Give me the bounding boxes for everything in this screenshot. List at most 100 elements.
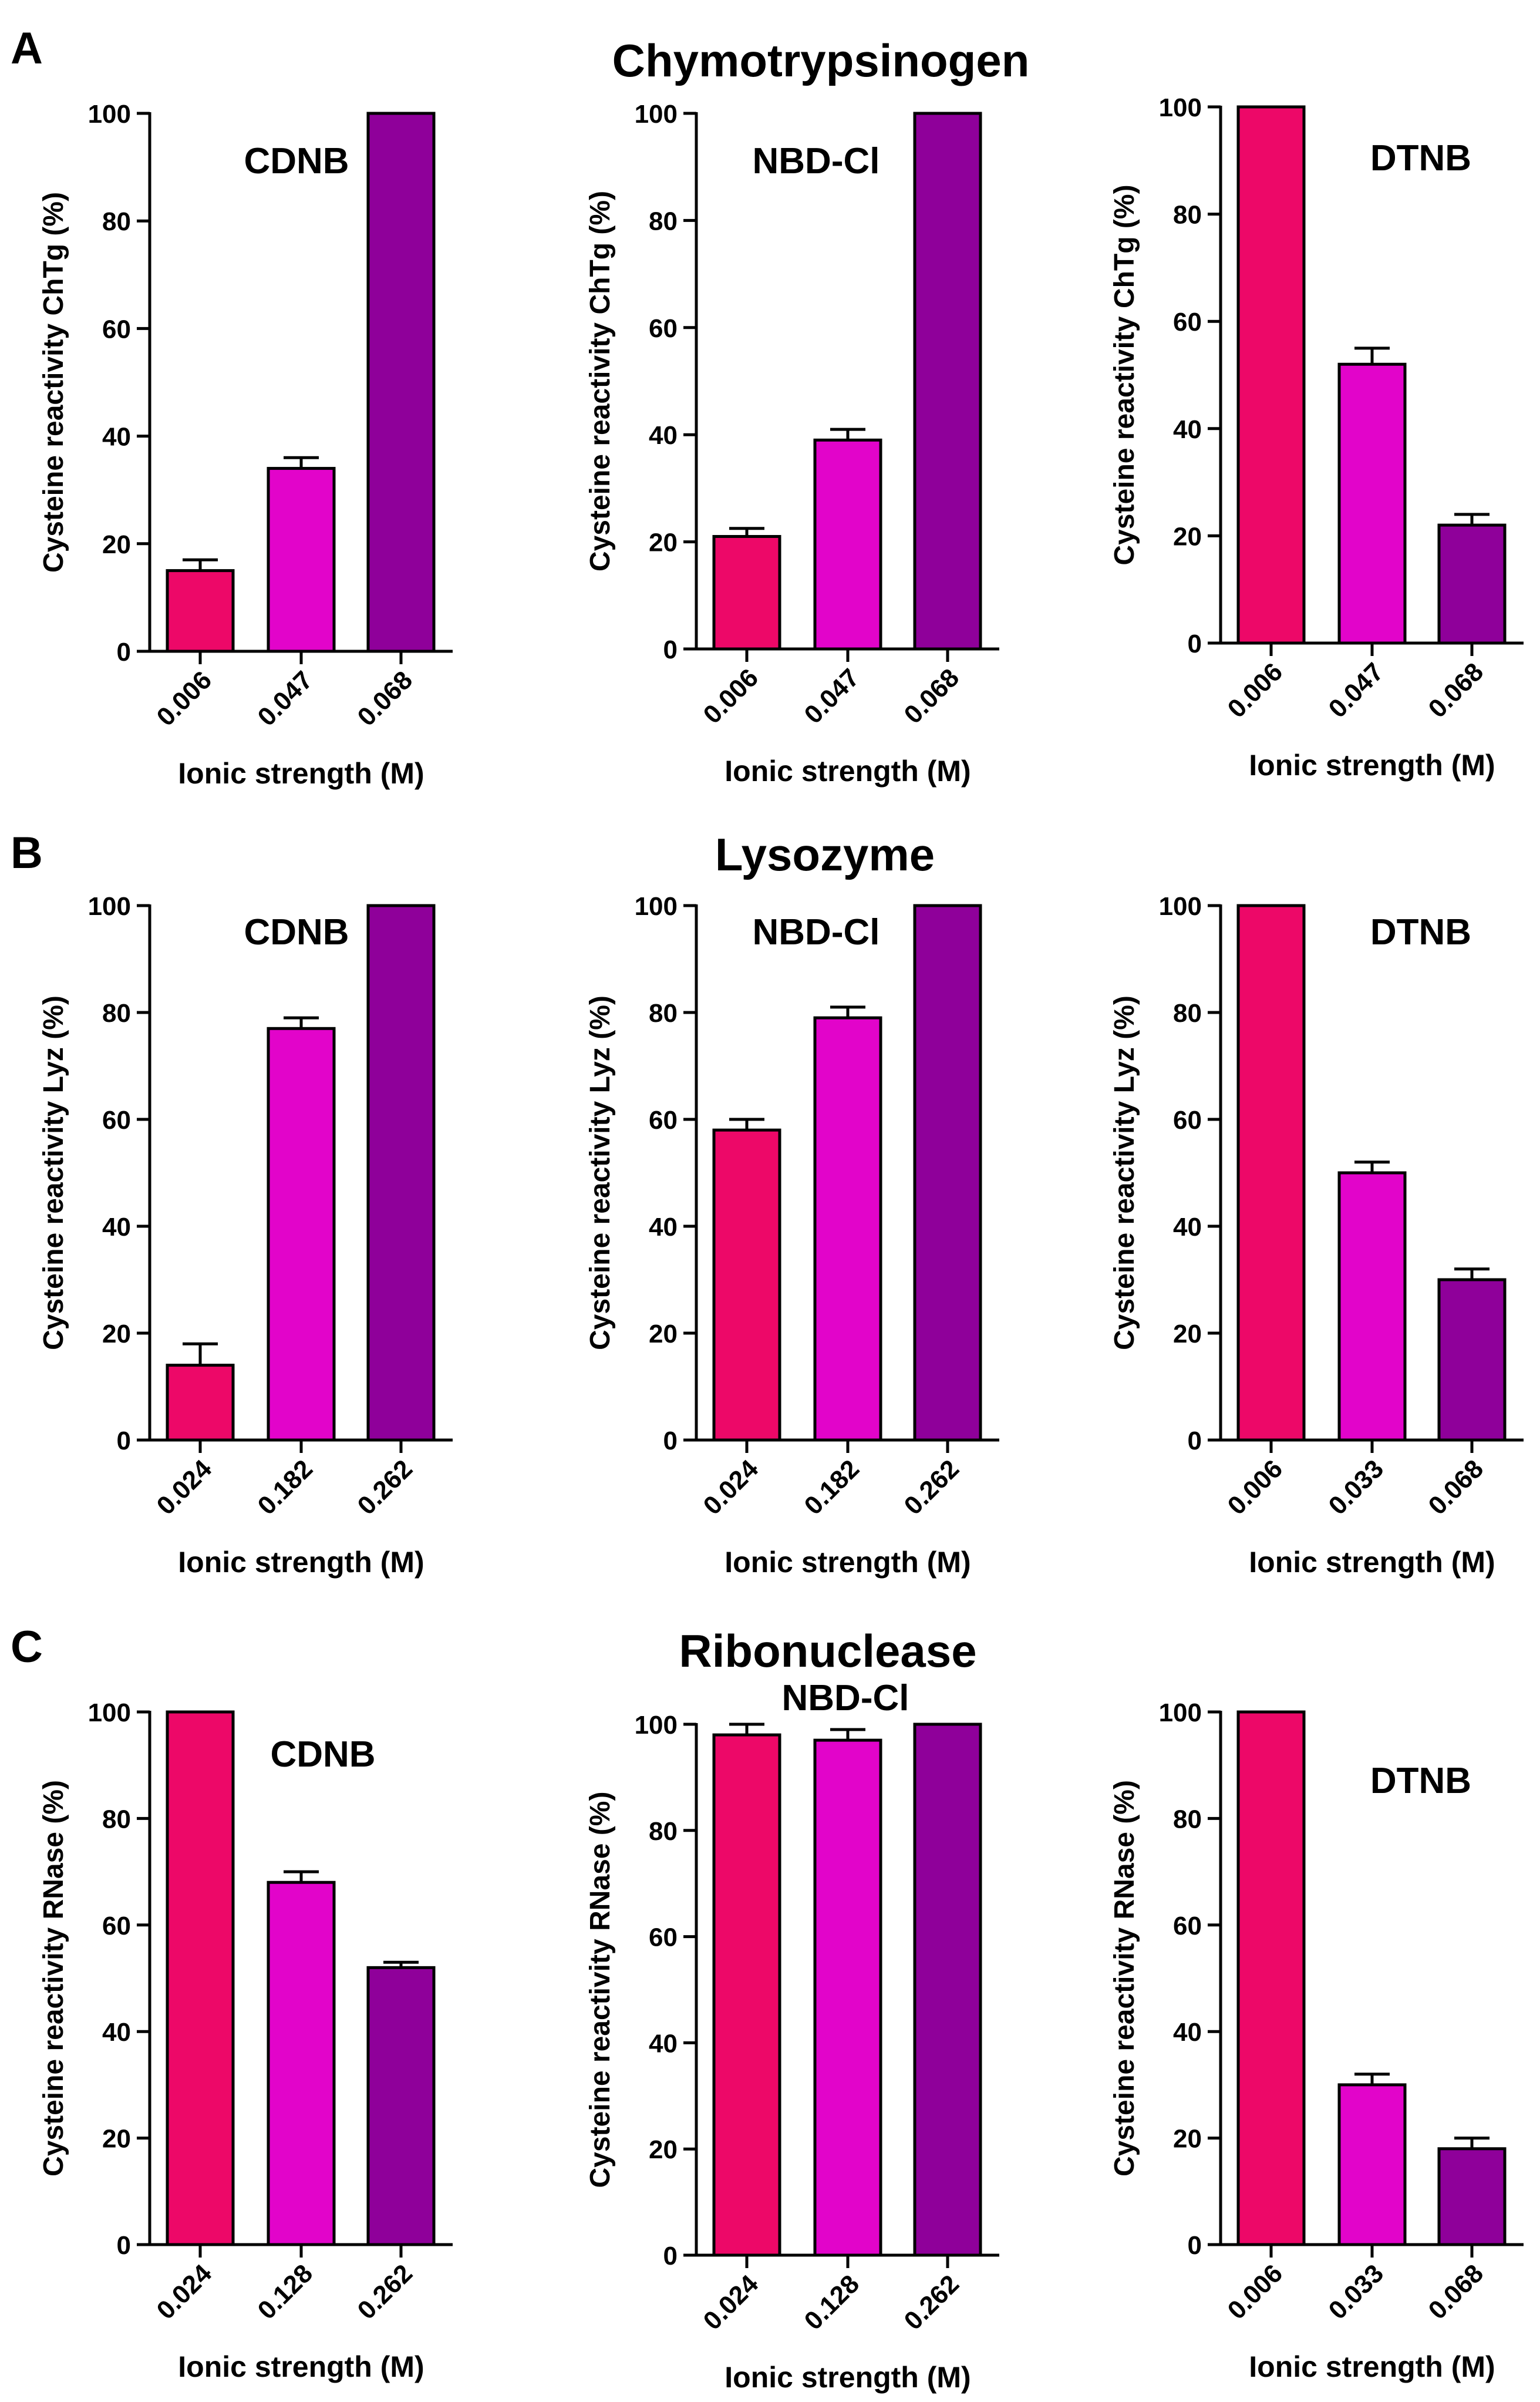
y-tick-label: 60 bbox=[1173, 1106, 1202, 1135]
chart-3: 0 20 40 60 80 100 0.006 0.047 0.068 Cysteine reac… bbox=[1109, 93, 1524, 782]
y-tick-label: 40 bbox=[102, 1213, 131, 1242]
y-tick-label: 0 bbox=[663, 2242, 678, 2270]
x-axis-title: Ionic strength (M) bbox=[1249, 2350, 1495, 2383]
y-tick-label: 80 bbox=[1173, 999, 1202, 1028]
bar-8-2 bbox=[813, 1738, 882, 2257]
y-tick-label: 100 bbox=[1159, 93, 1202, 122]
x-tick-label: 0.006 bbox=[151, 665, 218, 732]
bar-9-3 bbox=[1437, 2147, 1507, 2246]
y-axis-title: Cysteine reactivity RNase (%) bbox=[585, 1792, 616, 2188]
bar-4-1 bbox=[166, 1364, 235, 1442]
y-axis-title: Cysteine reactivity ChTg (%) bbox=[1109, 184, 1140, 565]
y-tick-label: 0 bbox=[663, 635, 678, 664]
x-tick-label: 0.047 bbox=[799, 663, 865, 729]
bar-3-1 bbox=[1236, 105, 1306, 645]
chart-4: 0 20 40 60 80 100 0.024 0.182 0.262 Cysteine reac… bbox=[38, 892, 453, 1579]
chart-2: 0 20 40 60 80 100 0.006 0.047 0.068 Cysteine reac… bbox=[585, 100, 999, 788]
y-tick-label: 100 bbox=[88, 892, 131, 921]
bar-6-2 bbox=[1337, 1171, 1407, 1442]
row-c-header: C Ribonuclease bbox=[11, 1622, 977, 1677]
y-tick-label: 0 bbox=[663, 1427, 678, 1455]
x-axis-title: Ionic strength (M) bbox=[178, 757, 424, 790]
chart-1: 0 20 40 60 80 100 0.006 0.047 0.068 Cysteine reac… bbox=[38, 100, 453, 790]
chart-title: CDNB bbox=[244, 141, 349, 181]
bar-1-2 bbox=[267, 467, 336, 653]
bar-9-1 bbox=[1236, 1710, 1306, 2246]
row-c-title: Ribonuclease bbox=[679, 1625, 976, 1677]
row-a-header: A Chymotrypsinogen bbox=[11, 23, 1029, 86]
bar-2-1 bbox=[712, 534, 781, 651]
chart-title: NBD-Cl bbox=[782, 1678, 909, 1718]
y-tick-label: 0 bbox=[1188, 1427, 1202, 1455]
bar-5-1 bbox=[712, 1128, 781, 1442]
x-tick-label: 0.128 bbox=[252, 2259, 319, 2325]
y-tick-label: 80 bbox=[649, 207, 678, 236]
chart-7: 0 20 40 60 80 100 0.024 0.128 0.262 Cysteine reac… bbox=[38, 1698, 453, 2383]
y-tick-label: 100 bbox=[1159, 1698, 1202, 1727]
bar-2-2 bbox=[813, 438, 882, 651]
y-tick-label: 60 bbox=[649, 1106, 678, 1135]
x-tick-label: 0.262 bbox=[899, 2269, 965, 2336]
y-tick-label: 80 bbox=[102, 1805, 131, 1834]
chart-title: DTNB bbox=[1370, 1761, 1471, 1801]
panel-letter-a: A bbox=[11, 23, 43, 73]
y-tick-label: 40 bbox=[649, 421, 678, 450]
y-tick-label: 100 bbox=[1159, 892, 1202, 921]
y-tick-label: 40 bbox=[1173, 415, 1202, 444]
y-axis-title: Cysteine reactivity Lyz (%) bbox=[38, 995, 69, 1350]
x-tick-label: 0.182 bbox=[252, 1454, 319, 1520]
x-axis-title: Ionic strength (M) bbox=[724, 1546, 970, 1579]
y-tick-label: 80 bbox=[649, 1817, 678, 1846]
panel-letter-b: B bbox=[11, 828, 43, 878]
x-tick-label: 0.006 bbox=[698, 663, 764, 729]
y-tick-label: 100 bbox=[88, 100, 131, 129]
chart-title: NBD-Cl bbox=[753, 141, 880, 181]
x-axis-title: Ionic strength (M) bbox=[1249, 1546, 1495, 1579]
x-tick-label: 0.262 bbox=[899, 1454, 965, 1520]
bar-4-3 bbox=[366, 904, 436, 1442]
y-tick-label: 100 bbox=[88, 1698, 131, 1727]
y-axis-title: Cysteine reactivity Lyz (%) bbox=[1109, 995, 1140, 1350]
y-tick-label: 40 bbox=[1173, 2018, 1202, 2047]
y-tick-label: 20 bbox=[102, 530, 131, 559]
y-tick-label: 100 bbox=[635, 100, 678, 129]
y-tick-label: 20 bbox=[649, 1320, 678, 1348]
x-axis-title: Ionic strength (M) bbox=[724, 755, 970, 788]
panel-letter-c: C bbox=[11, 1622, 43, 1672]
y-axis-title: Cysteine reactivity RNase (%) bbox=[38, 1780, 69, 2176]
bar-7-3 bbox=[366, 1966, 436, 2246]
x-tick-label: 0.128 bbox=[799, 2269, 865, 2336]
chart-title: DTNB bbox=[1370, 912, 1471, 953]
chart-6: 0 20 40 60 80 100 0.006 0.033 0.068 Cysteine reac… bbox=[1109, 892, 1524, 1579]
y-axis-title: Cysteine reactivity RNase (%) bbox=[1109, 1780, 1140, 2176]
y-tick-label: 20 bbox=[102, 1320, 131, 1348]
y-tick-label: 0 bbox=[1188, 2231, 1202, 2260]
row-a-title: Chymotrypsinogen bbox=[612, 35, 1030, 86]
x-axis-title: Ionic strength (M) bbox=[1249, 749, 1495, 782]
y-tick-label: 40 bbox=[1173, 1213, 1202, 1242]
x-tick-label: 0.068 bbox=[352, 665, 419, 732]
y-tick-label: 80 bbox=[1173, 1805, 1202, 1834]
x-tick-label: 0.047 bbox=[252, 665, 319, 732]
x-tick-label: 0.006 bbox=[1222, 657, 1289, 724]
bar-8-1 bbox=[712, 1733, 781, 2257]
x-tick-label: 0.068 bbox=[899, 663, 965, 729]
y-tick-label: 80 bbox=[102, 207, 131, 236]
x-axis-title: Ionic strength (M) bbox=[178, 1546, 424, 1579]
y-tick-label: 80 bbox=[1173, 201, 1202, 230]
y-tick-label: 0 bbox=[117, 1427, 131, 1455]
y-tick-label: 80 bbox=[102, 999, 131, 1028]
x-tick-label: 0.047 bbox=[1323, 657, 1390, 724]
x-tick-label: 0.006 bbox=[1222, 1454, 1289, 1520]
y-tick-label: 0 bbox=[117, 638, 131, 667]
y-tick-label: 60 bbox=[102, 1106, 131, 1135]
y-tick-label: 0 bbox=[1188, 630, 1202, 658]
y-tick-label: 20 bbox=[649, 2135, 678, 2164]
x-axis-title: Ionic strength (M) bbox=[724, 2361, 970, 2394]
chart-title: CDNB bbox=[270, 1734, 375, 1775]
x-tick-label: 0.024 bbox=[151, 2259, 218, 2325]
bar-4-2 bbox=[267, 1027, 336, 1442]
y-axis-title: Cysteine reactivity Lyz (%) bbox=[585, 995, 616, 1350]
chart-5: 0 20 40 60 80 100 0.024 0.182 0.262 Cysteine reac… bbox=[585, 892, 999, 1579]
y-tick-label: 20 bbox=[649, 529, 678, 557]
